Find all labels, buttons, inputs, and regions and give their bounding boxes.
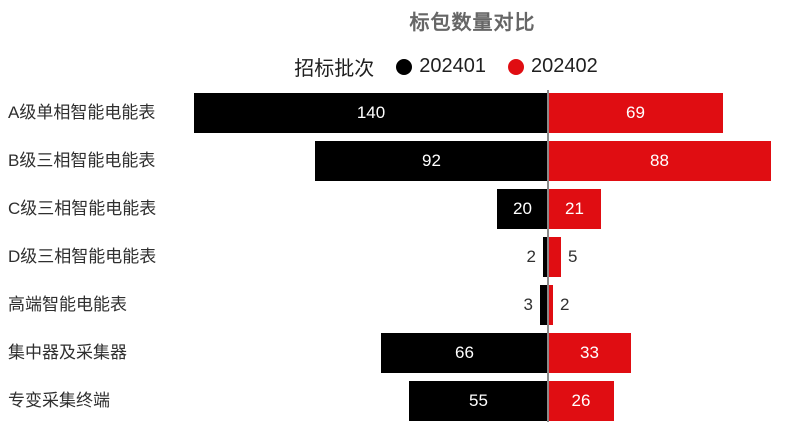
bar-202401[interactable] xyxy=(543,237,548,277)
category-label: 集中器及采集器 xyxy=(8,343,127,362)
legend: 招标批次 202401 202402 xyxy=(97,52,795,81)
category-label: B级三相智能电能表 xyxy=(8,151,156,170)
category-label: 专变采集终端 xyxy=(8,391,110,410)
legend-title: 招标批次 xyxy=(294,58,375,80)
bar-202401[interactable] xyxy=(540,285,548,325)
bar-value-202401: 20 xyxy=(513,199,532,218)
legend-label-202402: 202402 xyxy=(531,55,598,77)
legend-dot-202401-icon xyxy=(396,58,413,75)
bar-value-202401: 55 xyxy=(469,391,488,410)
plot-area: A级单相智能电能表 140 69 B级三相智能电能表 92 88 C级三相智能电能表 20 21… xyxy=(0,93,795,427)
bar-value-202402: 21 xyxy=(565,199,584,218)
bar-202401[interactable]: 20 xyxy=(497,189,548,229)
chart-row: 专变采集终端 55 26 xyxy=(0,381,795,421)
category-label: D级三相智能电能表 xyxy=(8,247,157,266)
bar-202402[interactable] xyxy=(548,285,553,325)
bar-202402[interactable]: 69 xyxy=(548,93,723,133)
legend-item-202402[interactable]: 202402 xyxy=(508,55,598,78)
category-label: A级单相智能电能表 xyxy=(8,103,156,122)
bar-value-202401: 66 xyxy=(455,343,474,362)
bar-202401[interactable]: 55 xyxy=(409,381,548,421)
chart-row: B级三相智能电能表 92 88 xyxy=(0,141,795,181)
chart-row: C级三相智能电能表 20 21 xyxy=(0,189,795,229)
bar-202401[interactable]: 66 xyxy=(381,333,548,373)
bar-value-202402: 2 xyxy=(560,295,570,314)
chart-row: 集中器及采集器 66 33 xyxy=(0,333,795,373)
bar-202401[interactable]: 92 xyxy=(315,141,548,181)
legend-dot-202402-icon xyxy=(508,58,524,75)
bar-value-202402: 5 xyxy=(568,247,578,266)
legend-item-202401[interactable]: 202401 xyxy=(396,55,486,78)
category-label: 高端智能电能表 xyxy=(8,295,127,314)
bar-value-202401: 2 xyxy=(526,247,536,266)
bar-202402[interactable]: 26 xyxy=(548,381,614,421)
bar-value-202402: 33 xyxy=(580,343,599,362)
chart-title: 标包数量对比 xyxy=(409,12,536,34)
bar-202402[interactable]: 88 xyxy=(548,141,771,181)
center-axis-line xyxy=(547,90,549,422)
bar-202402[interactable]: 33 xyxy=(548,333,631,373)
bar-value-202401: 92 xyxy=(422,151,441,170)
category-label: C级三相智能电能表 xyxy=(8,199,157,218)
bar-value-202401: 140 xyxy=(356,103,386,122)
bar-value-202402: 26 xyxy=(571,391,591,410)
chart-row: D级三相智能电能表 2 5 xyxy=(0,237,795,277)
bar-value-202401: 3 xyxy=(523,295,533,314)
bar-value-202402: 88 xyxy=(650,151,669,170)
bar-202402[interactable]: 21 xyxy=(548,189,601,229)
bar-value-202402: 69 xyxy=(626,103,645,122)
chart-row: A级单相智能电能表 140 69 xyxy=(0,93,795,133)
chart-row: 高端智能电能表 3 2 xyxy=(0,285,795,325)
bar-202402[interactable] xyxy=(548,237,561,277)
legend-label-202401: 202401 xyxy=(419,55,486,77)
bar-202401[interactable]: 140 xyxy=(194,93,548,133)
